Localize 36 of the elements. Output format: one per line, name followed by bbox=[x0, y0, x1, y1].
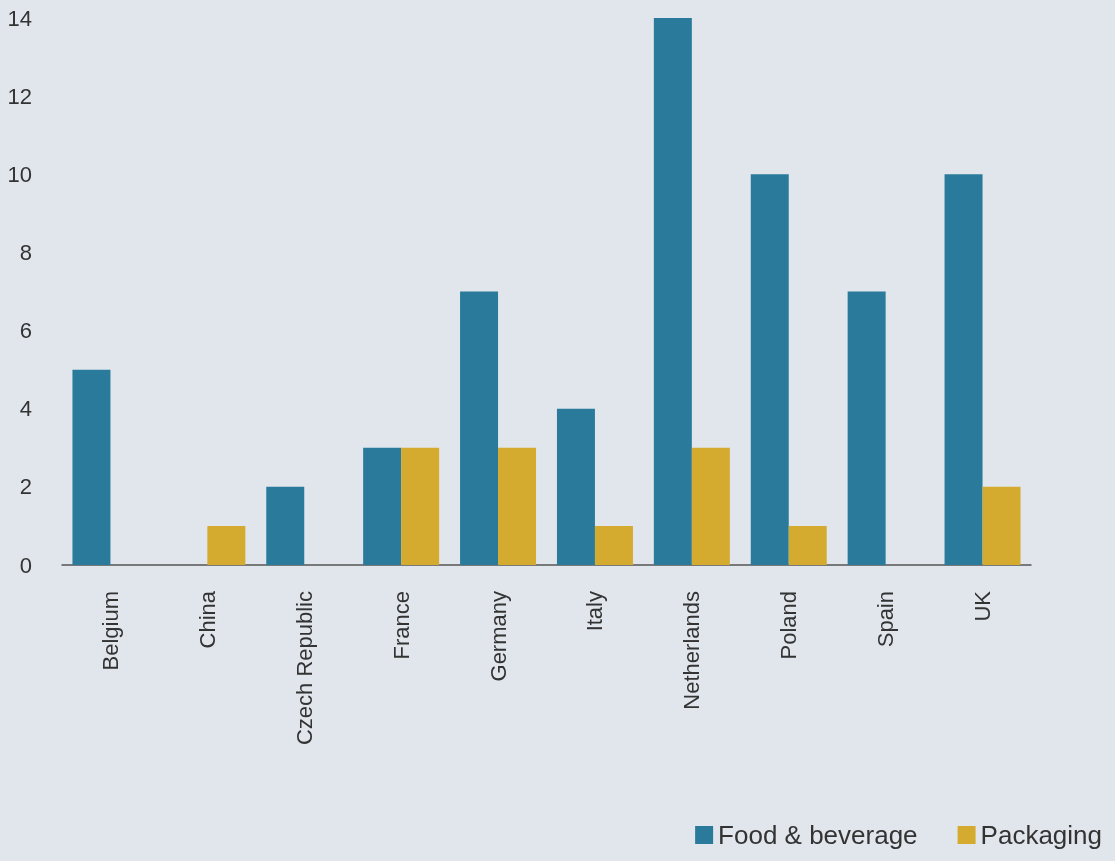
x-tick-label: UK bbox=[970, 590, 996, 622]
bar bbox=[401, 447, 440, 565]
bar bbox=[594, 525, 633, 565]
bar bbox=[944, 174, 983, 565]
bar bbox=[556, 408, 595, 565]
bar bbox=[363, 447, 402, 565]
bar bbox=[460, 291, 499, 565]
y-tick-label: 8 bbox=[19, 239, 32, 265]
x-tick-label: Germany bbox=[485, 591, 511, 682]
x-tick-label: China bbox=[194, 590, 220, 649]
bar bbox=[72, 369, 111, 565]
y-tick-label: 2 bbox=[19, 474, 32, 500]
y-tick-label: 14 bbox=[7, 5, 32, 31]
y-tick-label: 4 bbox=[19, 396, 32, 422]
bar bbox=[847, 291, 886, 565]
bar bbox=[788, 525, 827, 565]
y-tick-label: 10 bbox=[7, 161, 32, 187]
bar bbox=[266, 486, 305, 565]
bar bbox=[750, 174, 789, 565]
x-tick-label: Italy bbox=[582, 591, 608, 632]
x-tick-label: Belgium bbox=[97, 591, 123, 671]
y-tick-label: 12 bbox=[7, 83, 32, 109]
x-tick-label: Czech Republic bbox=[291, 591, 317, 746]
bar bbox=[207, 525, 246, 565]
bar bbox=[653, 18, 692, 565]
x-tick-label: Spain bbox=[873, 591, 899, 648]
legend-label: Packaging bbox=[980, 820, 1102, 850]
legend-label: Food & beverage bbox=[718, 820, 918, 850]
bar bbox=[498, 447, 537, 565]
y-tick-label: 0 bbox=[19, 552, 32, 578]
x-tick-label: Netherlands bbox=[679, 591, 705, 710]
x-tick-label: Poland bbox=[776, 591, 802, 660]
y-tick-label: 6 bbox=[19, 318, 32, 344]
bar bbox=[691, 447, 730, 565]
x-tick-label: France bbox=[388, 591, 414, 660]
bar bbox=[982, 486, 1021, 565]
